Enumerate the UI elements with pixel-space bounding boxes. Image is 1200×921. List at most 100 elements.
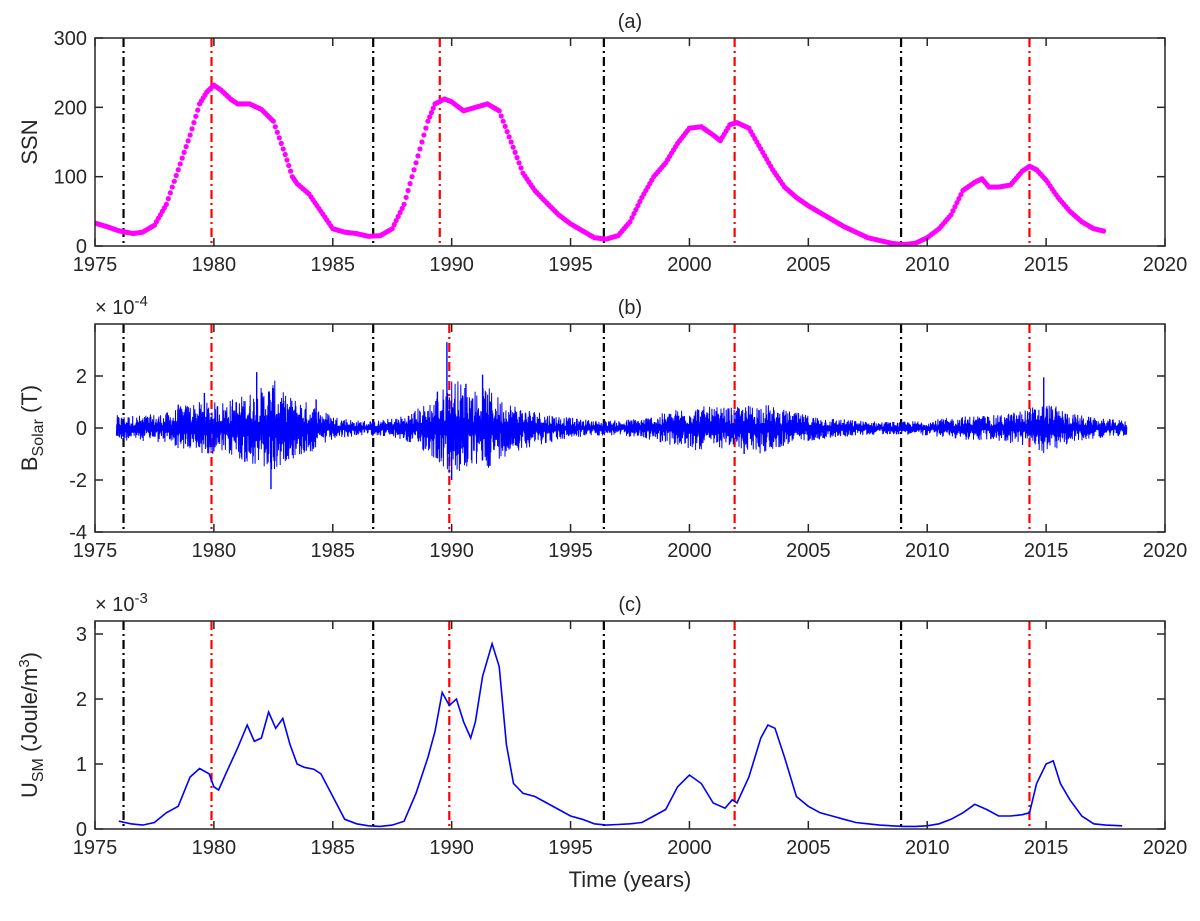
y-tick-label: 0 bbox=[76, 819, 87, 841]
y-axis-label-a: SSN bbox=[17, 119, 42, 164]
ssn-point-42 bbox=[173, 172, 179, 179]
x-tick-label: 1995 bbox=[548, 837, 593, 859]
ssn-point-98 bbox=[280, 146, 286, 152]
ssn-point-37 bbox=[163, 201, 169, 207]
x-tick-label: 2015 bbox=[1024, 540, 1069, 562]
exponent-label-c: × 10-3 bbox=[95, 590, 148, 616]
series-line-b bbox=[115, 380, 1128, 474]
ssn-point-164 bbox=[409, 174, 415, 180]
ssn-point-99 bbox=[282, 151, 288, 158]
ssn-point-154 bbox=[389, 226, 395, 232]
x-tick-label: 2015 bbox=[1024, 837, 1069, 859]
y-tick-label: 200 bbox=[54, 97, 87, 119]
x-tick-label: 2005 bbox=[786, 540, 831, 562]
panel-title-a: (a) bbox=[618, 11, 642, 33]
y-tick-label: 0 bbox=[76, 418, 87, 440]
plot-area-a bbox=[95, 38, 1107, 246]
ssn-point-155 bbox=[391, 222, 397, 228]
ssn-point-40 bbox=[169, 184, 175, 190]
ssn-point-214 bbox=[506, 134, 512, 140]
ssn-point-172 bbox=[425, 118, 431, 124]
ssn-point-156 bbox=[393, 217, 399, 224]
ssn-point-219 bbox=[516, 160, 522, 166]
ssn-point-158 bbox=[397, 209, 403, 216]
x-tick-label: 1985 bbox=[311, 837, 356, 859]
x-tick-label: 2020 bbox=[1143, 254, 1188, 276]
y-tick-label: -2 bbox=[69, 470, 87, 492]
x-tick-label: 1975 bbox=[73, 254, 118, 276]
ssn-point-166 bbox=[413, 160, 419, 166]
panel-a: 1975 1980 1985 1990 1995 2000 2005 2010 2015 2020… bbox=[17, 11, 1187, 276]
ssn-point-212 bbox=[502, 123, 508, 129]
ssn-point-438 bbox=[948, 212, 954, 218]
ssn-point-100 bbox=[284, 157, 290, 163]
ssn-point-209 bbox=[496, 108, 502, 114]
x-tick-label: 1985 bbox=[311, 540, 356, 562]
y-axis-label-c: USM (Joule/m3) bbox=[16, 652, 47, 798]
ssn-point-170 bbox=[421, 132, 427, 138]
panel-c: 1975 1980 1985 1990 1995 2000 2005 2010 2015 2020… bbox=[16, 590, 1187, 892]
ssn-point-163 bbox=[407, 181, 413, 187]
x-tick-label: 1990 bbox=[429, 254, 474, 276]
ssn-point-41 bbox=[171, 178, 177, 184]
x-tick-label: 2010 bbox=[905, 837, 950, 859]
ssn-point-101 bbox=[286, 162, 292, 169]
ssn-point-45 bbox=[179, 155, 185, 161]
y-axis-label-b: BSolar (T) bbox=[17, 385, 47, 471]
ssn-point-53 bbox=[195, 107, 201, 113]
ssn-point-43 bbox=[175, 167, 181, 173]
x-tick-label: 1980 bbox=[192, 254, 237, 276]
ssn-point-159 bbox=[399, 205, 405, 212]
ssn-point-168 bbox=[417, 146, 423, 152]
ssn-point-275 bbox=[627, 219, 633, 225]
ssn-point-44 bbox=[177, 161, 183, 167]
ssn-point-102 bbox=[287, 168, 294, 174]
x-tick-label: 2020 bbox=[1143, 837, 1188, 859]
x-tick-label: 1980 bbox=[192, 837, 237, 859]
x-tick-label: 1995 bbox=[548, 540, 593, 562]
ssn-point-276 bbox=[629, 215, 635, 221]
axes-box-a bbox=[94, 37, 1166, 247]
x-tick-label: 2005 bbox=[786, 837, 831, 859]
ssn-point-442 bbox=[956, 196, 962, 202]
y-tick-label: 0 bbox=[76, 236, 87, 258]
y-tick-label: 3 bbox=[76, 624, 87, 646]
x-tick-label: 2010 bbox=[905, 540, 950, 562]
x-tick-label: 1990 bbox=[429, 837, 474, 859]
x-tick-label: 1995 bbox=[548, 254, 593, 276]
ssn-point-218 bbox=[514, 155, 520, 161]
ssn-point-94 bbox=[272, 124, 278, 130]
ssn-point-157 bbox=[395, 213, 401, 220]
ssn-point-51 bbox=[191, 119, 197, 126]
ssn-point-277 bbox=[631, 211, 637, 217]
x-tick-label: 2000 bbox=[667, 837, 712, 859]
ssn-point-216 bbox=[510, 144, 516, 150]
ssn-point-443 bbox=[958, 191, 964, 198]
x-tick-label: 2020 bbox=[1143, 540, 1188, 562]
ssn-point-97 bbox=[278, 140, 284, 146]
x-tick-label: 2010 bbox=[905, 254, 950, 276]
y-tick-label: 300 bbox=[54, 28, 87, 50]
panel-b: 1975 1980 1985 1990 1995 2000 2005 2010 2015 2020… bbox=[17, 293, 1187, 562]
ssn-point-280 bbox=[637, 198, 643, 205]
x-tick-label: 2000 bbox=[667, 254, 712, 276]
ssn-point-215 bbox=[508, 139, 514, 145]
ssn-point-38 bbox=[165, 196, 171, 202]
ssn-point-210 bbox=[498, 113, 504, 119]
ssn-point-169 bbox=[419, 139, 425, 145]
plot-area-b bbox=[115, 324, 1128, 532]
ssn-point-171 bbox=[423, 125, 429, 131]
ssn-point-160 bbox=[401, 201, 407, 207]
ssn-point-95 bbox=[274, 129, 280, 135]
ssn-point-278 bbox=[633, 207, 639, 213]
ssn-point-39 bbox=[167, 190, 173, 196]
y-tick-label: 2 bbox=[76, 366, 87, 388]
exponent-label-b: × 10-4 bbox=[95, 293, 148, 319]
x-tick-label: 1985 bbox=[311, 254, 356, 276]
ssn-point-161 bbox=[403, 194, 409, 201]
ssn-point-439 bbox=[950, 208, 956, 214]
y-tick-label: -4 bbox=[69, 522, 87, 544]
ssn-point-48 bbox=[185, 138, 191, 144]
x-axis-label: Time (years) bbox=[569, 867, 692, 892]
